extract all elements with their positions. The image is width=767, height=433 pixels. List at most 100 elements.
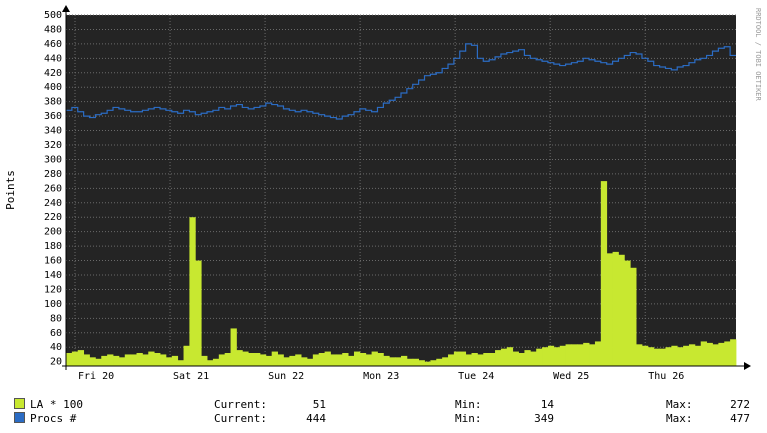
x-tick-label: Tue 24: [458, 371, 494, 382]
la-bar: [471, 353, 478, 366]
y-axis-arrow: [62, 5, 70, 12]
la-bar: [71, 351, 79, 366]
la-bar: [430, 360, 437, 366]
la-bar: [636, 344, 643, 366]
la-bar: [201, 355, 208, 366]
la-bar: [265, 355, 273, 366]
tick-labels: 20 40 60 80 100 120 140 160 180 200 220 240 260 280 30…: [44, 10, 684, 382]
la-bar: [565, 344, 572, 366]
la-bar: [477, 354, 484, 366]
la-bar: [530, 351, 537, 366]
y-tick-label: 220: [44, 212, 62, 223]
la-bar: [212, 358, 220, 366]
la-bar: [401, 355, 408, 366]
rrdtool-watermark: RRDTOOL / TOBI OETIKER: [754, 8, 762, 102]
la-bar: [259, 354, 267, 366]
la-bar: [424, 361, 431, 366]
la-bar: [242, 351, 249, 366]
la-bar: [671, 345, 678, 366]
series-layer: [66, 43, 737, 366]
la-bar: [442, 357, 449, 366]
la-bar: [612, 251, 619, 366]
procs-current-value: 444: [306, 412, 326, 425]
la-bar: [142, 354, 149, 366]
la-bar: [130, 354, 137, 366]
y-tick-label: 20: [50, 357, 62, 368]
la-bar: [383, 355, 390, 366]
la-bar: [207, 360, 214, 366]
la-bar: [312, 354, 320, 366]
la-bar: [418, 360, 425, 366]
la-bar: [547, 345, 555, 366]
y-tick-label: 280: [44, 169, 62, 180]
la-bar: [101, 355, 108, 366]
la-bar: [653, 348, 660, 366]
axes: [62, 5, 751, 370]
y-tick-label: 320: [44, 140, 62, 151]
y-tick-label: 40: [50, 342, 62, 353]
la-bar: [389, 357, 396, 366]
la-bar: [66, 353, 73, 366]
la-bar: [641, 345, 649, 366]
la-bar: [283, 357, 290, 366]
la-bar: [677, 347, 684, 366]
la-bar: [295, 354, 302, 366]
la-max-label: Max:: [666, 398, 693, 411]
la-bar: [589, 344, 596, 366]
la-bar: [724, 341, 731, 366]
la-bar: [136, 353, 143, 366]
la-bar: [600, 181, 608, 366]
la-max-value: 272: [730, 398, 750, 411]
y-tick-label: 380: [44, 97, 62, 108]
la-bar: [512, 351, 519, 366]
y-tick-label: 500: [44, 10, 62, 21]
la-bar: [665, 347, 672, 366]
y-tick-label: 80: [50, 313, 62, 324]
la-swatch: [14, 398, 25, 409]
la-bar: [606, 253, 613, 366]
la-bar: [730, 339, 737, 366]
la-bar: [230, 328, 237, 366]
la-bar: [342, 353, 349, 366]
procs-line: [66, 43, 736, 120]
la-bar: [189, 217, 196, 366]
la-bar: [77, 350, 85, 366]
la-bar: [718, 342, 725, 366]
y-tick-label: 160: [44, 256, 62, 267]
la-bar: [630, 267, 637, 366]
la-bar: [371, 351, 378, 366]
la-bar: [518, 353, 525, 366]
y-tick-label: 460: [44, 39, 62, 50]
la-current-label: Current:: [214, 398, 267, 411]
la-bar: [683, 345, 690, 366]
la-bar: [324, 351, 331, 366]
y-tick-label: 360: [44, 111, 62, 122]
la-bar: [647, 347, 655, 366]
la-bar: [706, 342, 713, 366]
la-bar: [301, 357, 308, 366]
y-tick-label: 240: [44, 198, 62, 209]
x-tick-label: Wed 25: [553, 371, 589, 382]
la-bar: [306, 358, 314, 366]
la-bar: [688, 344, 696, 366]
la-bar: [218, 354, 226, 366]
la-bar: [165, 357, 173, 366]
la-bar: [559, 345, 566, 366]
la-bar: [271, 351, 278, 366]
la-bar: [107, 354, 114, 366]
procs-current-label: Current:: [214, 412, 267, 425]
la-bar: [571, 344, 578, 366]
y-tick-label: 140: [44, 270, 62, 281]
la-bar: [83, 354, 90, 366]
la-bar: [118, 357, 126, 366]
x-tick-label: Mon 23: [363, 371, 399, 382]
x-tick-label: Fri 20: [78, 371, 114, 382]
la-bar: [289, 355, 296, 366]
la-bar: [459, 351, 467, 366]
la-bar: [236, 350, 243, 366]
procs-min-label: Min:: [455, 412, 482, 425]
la-bar: [148, 351, 155, 366]
y-tick-label: 200: [44, 227, 62, 238]
la-bar: [524, 350, 531, 366]
